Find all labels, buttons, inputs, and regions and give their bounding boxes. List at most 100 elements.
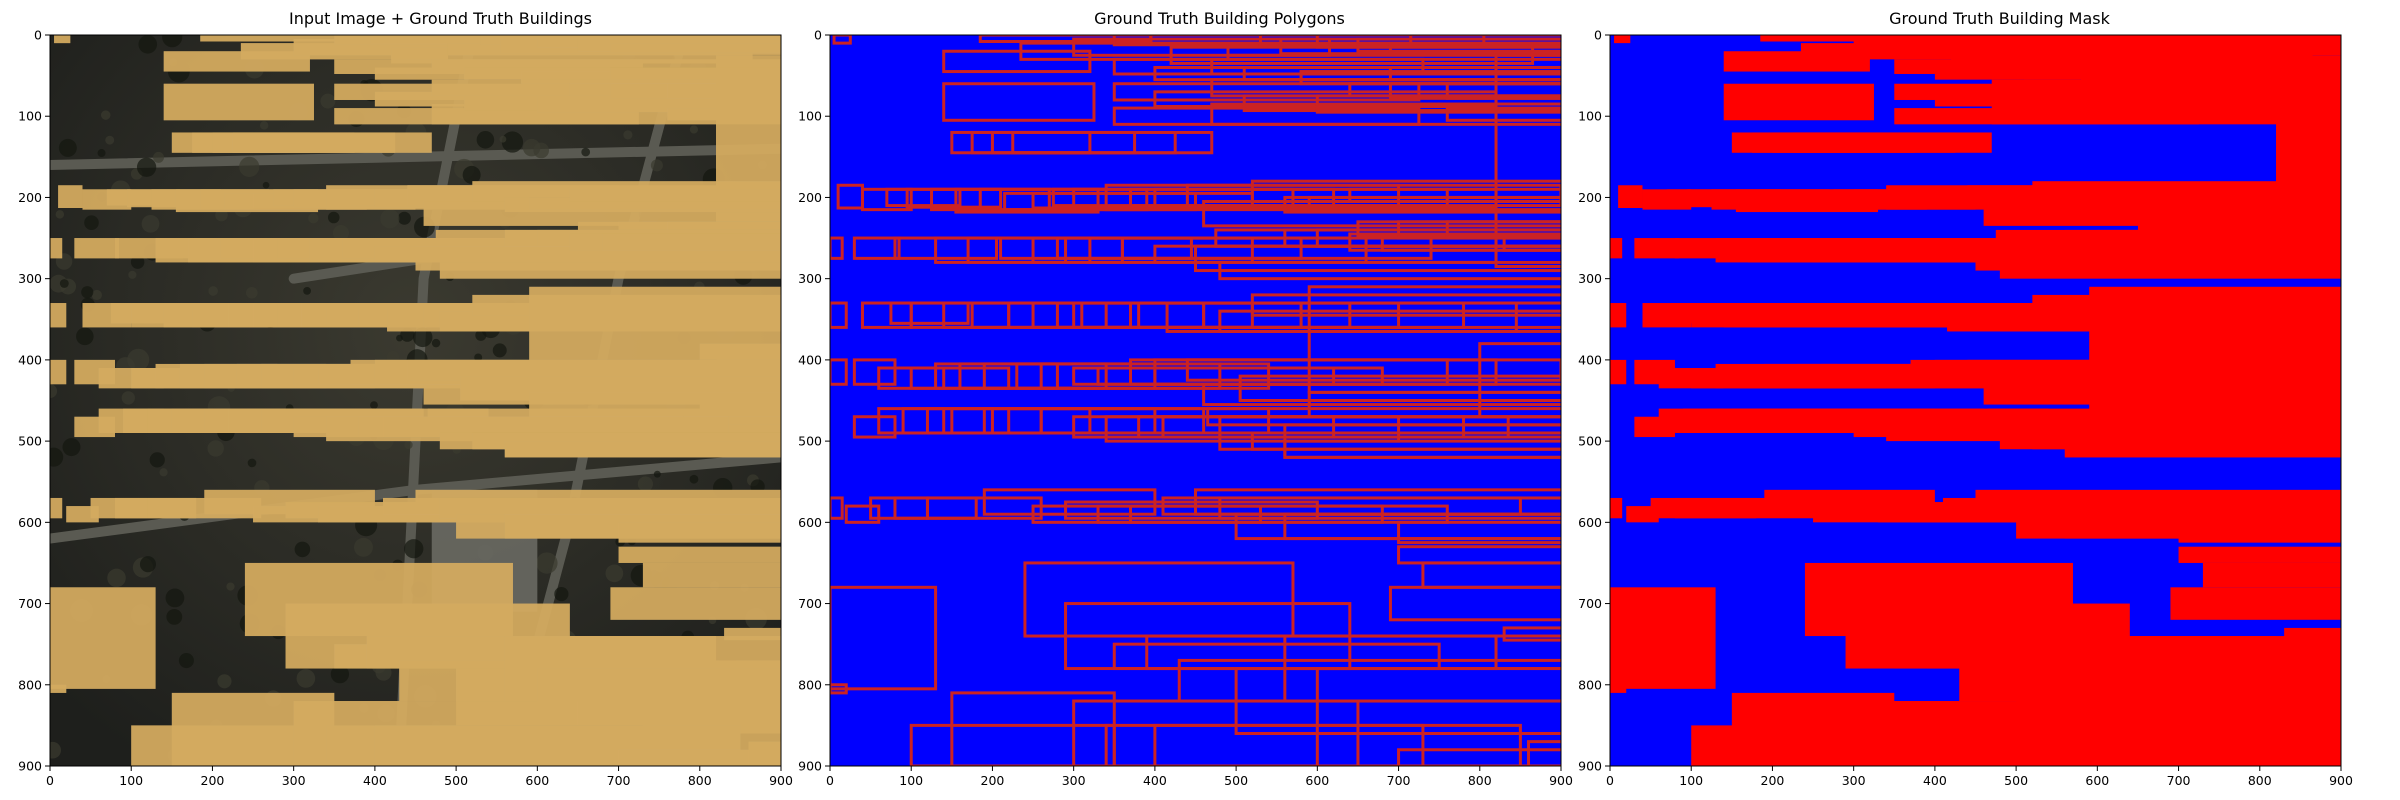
x-tick-label: 300 [282, 773, 306, 788]
building-mask [2170, 587, 2341, 620]
building-roof [50, 238, 63, 259]
building-overlay [610, 587, 781, 620]
building-mask [2178, 546, 2341, 563]
terrain-spot [296, 669, 316, 688]
terrain-spot [128, 270, 137, 279]
terrain-spot [499, 135, 507, 143]
terrain-spot [462, 165, 481, 184]
terrain-spot [207, 440, 224, 457]
y-tick-label: 800 [798, 677, 822, 692]
x-tick-label: 700 [607, 773, 631, 788]
building-polygon [1307, 285, 1561, 394]
terrain-spot [330, 665, 350, 684]
building-overlay [610, 43, 781, 53]
building-polygon [1153, 723, 1522, 766]
terrain-spot [226, 582, 235, 591]
terrain-spot [178, 653, 194, 669]
building-overlay [748, 741, 781, 766]
terrain-spot [474, 353, 483, 362]
building-roof [58, 185, 83, 209]
x-tick-label: 400 [1143, 773, 1167, 788]
terrain-spot [262, 181, 270, 189]
building-mask [2129, 189, 2341, 202]
panel-1-image [50, 35, 781, 766]
y-tick-label: 100 [18, 109, 42, 124]
terrain-spot [689, 474, 699, 484]
building-mask [2308, 741, 2341, 766]
panel-polygons: Ground Truth Building Polygons 0 100 200 30… [798, 9, 1573, 788]
terrain-spot [501, 131, 524, 153]
terrain-spot [91, 289, 102, 301]
building-overlay [54, 35, 71, 44]
building-polygon [1185, 183, 1561, 208]
y-tick-label: 800 [1578, 677, 1602, 692]
terrain-spot [105, 135, 115, 145]
building-polygon [1348, 82, 1561, 98]
building-roof [610, 43, 781, 53]
terrain-spot [303, 286, 311, 295]
building-roof [569, 189, 781, 202]
building-polygon [830, 236, 844, 260]
panel-3-image [1610, 35, 2341, 766]
terrain-spot [139, 556, 156, 573]
terrain-spot [581, 147, 591, 157]
building-overlay [439, 497, 781, 519]
building-polygon [1238, 374, 1561, 402]
building-polygon [1011, 130, 1214, 155]
panel-2-image [830, 35, 1561, 766]
y-tick-label: 200 [798, 190, 822, 205]
building-roof [50, 497, 63, 519]
panel-3-title: Ground Truth Building Mask [1889, 9, 2111, 28]
y-tick-label: 500 [18, 434, 42, 449]
x-tick-label: 800 [2248, 773, 2272, 788]
terrain-spot [50, 741, 62, 759]
terrain-spot [431, 338, 441, 348]
terrain-spot [55, 210, 65, 219]
terrain-spot [217, 674, 232, 689]
building-roof [439, 262, 781, 279]
building-overlay [618, 522, 781, 543]
x-tick-label: 900 [1549, 773, 1573, 788]
building-overlay [50, 497, 63, 519]
building-overlay [163, 83, 314, 121]
x-tick-label: 0 [46, 773, 54, 788]
terrain-spot [522, 138, 541, 157]
building-roof [439, 497, 781, 519]
terrain-spot [159, 468, 168, 477]
building-overlay [618, 749, 781, 766]
building-polygon [1218, 309, 1561, 333]
x-tick-label: 400 [1923, 773, 1947, 788]
building-polygon [1445, 106, 1561, 122]
building-polygon [1502, 626, 1561, 642]
building-roof [602, 233, 781, 251]
y-tick-label: 0 [34, 28, 42, 43]
building-mask [1610, 684, 1627, 693]
building-polygon [909, 723, 1116, 766]
terrain-spot [59, 279, 69, 288]
x-tick-label: 500 [444, 773, 468, 788]
terrain-spot [166, 608, 183, 625]
y-tick-label: 700 [1578, 596, 1602, 611]
road [50, 143, 781, 170]
building-polygon [1307, 390, 1561, 419]
building-mask [1792, 132, 1992, 153]
x-tick-label: 900 [2329, 773, 2353, 788]
building-mask [1634, 238, 1680, 259]
terrain-spot [327, 211, 340, 224]
building-overlay [383, 416, 729, 438]
terrain-spot [136, 157, 157, 177]
x-tick-label: 200 [981, 773, 1005, 788]
building-mask [1999, 497, 2341, 519]
y-tick-label: 900 [1578, 759, 1602, 774]
terrain-spot [121, 391, 135, 405]
y-tick-label: 200 [1578, 190, 1602, 205]
building-overlay [407, 359, 781, 381]
building-roof [163, 83, 314, 121]
y-tick-label: 500 [798, 434, 822, 449]
building-mask [2202, 562, 2341, 588]
building-roof [618, 546, 781, 563]
y-tick-label: 600 [798, 515, 822, 530]
panel-mask: Ground Truth Building Mask 0 100 200 300 400… [1578, 9, 2353, 788]
x-tick-label: 600 [525, 773, 549, 788]
building-polygon [1315, 228, 1561, 248]
